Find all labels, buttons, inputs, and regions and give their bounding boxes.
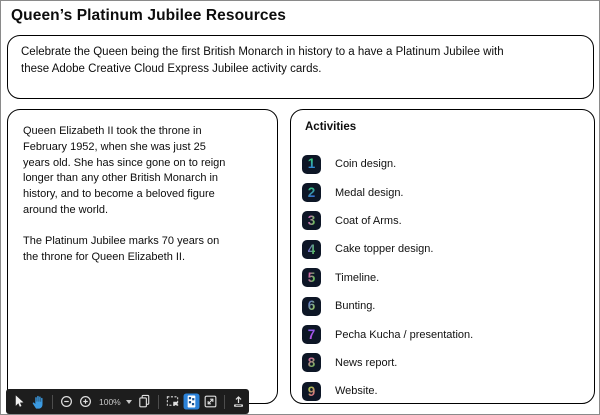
zoom-dropdown-caret-icon[interactable] bbox=[125, 399, 132, 404]
activity-number: 6 bbox=[307, 298, 316, 314]
zoom-in-button[interactable] bbox=[77, 392, 94, 411]
snapshot-icon bbox=[166, 396, 178, 406]
activity-row: 1 Coin design. bbox=[302, 150, 588, 178]
activities-list: 1 Coin design. 2 Medal design. 3 Coat of… bbox=[302, 150, 588, 406]
activity-row: 8 News report. bbox=[302, 349, 588, 377]
activity-label: Pecha Kucha / presentation. bbox=[335, 328, 474, 341]
activity-label: News report. bbox=[335, 356, 398, 369]
activity-label: Cake topper design. bbox=[335, 243, 434, 256]
copy-pages-button[interactable] bbox=[136, 392, 153, 411]
activity-row: 3 Coat of Arms. bbox=[302, 207, 588, 235]
activity-label: Website. bbox=[335, 385, 378, 398]
snapshot-button[interactable] bbox=[164, 392, 181, 411]
upload-button[interactable] bbox=[230, 392, 247, 411]
viewer-toolbar: 100% bbox=[6, 389, 249, 414]
activity-row: 7 Pecha Kucha / presentation. bbox=[302, 320, 588, 348]
toolbar-separator bbox=[157, 394, 159, 409]
page-title: Queen’s Platinum Jubilee Resources bbox=[11, 7, 287, 24]
activity-number: 5 bbox=[307, 270, 316, 285]
zoom-level-value[interactable]: 100% bbox=[99, 396, 121, 407]
activity-number-badge: 6 bbox=[302, 296, 321, 316]
page-view-icon bbox=[183, 393, 200, 410]
activity-row: 5 Timeline. bbox=[302, 264, 588, 292]
zoom-in-icon bbox=[80, 396, 91, 407]
activity-number: 7 bbox=[307, 326, 316, 342]
copy-pages-icon bbox=[139, 394, 150, 408]
activity-number-badge: 9 bbox=[302, 381, 321, 401]
pan-hand-icon bbox=[32, 395, 42, 409]
activity-number-badge: 7 bbox=[302, 325, 321, 345]
activity-label: Medal design. bbox=[335, 186, 404, 199]
activity-row: 9 Website. bbox=[302, 377, 588, 405]
activity-number-badge: 5 bbox=[302, 268, 321, 288]
activity-number: 4 bbox=[307, 241, 316, 257]
activity-number: 2 bbox=[307, 184, 316, 200]
toolbar-separator bbox=[52, 394, 53, 409]
toolbar-separator bbox=[223, 394, 225, 409]
zoom-out-icon bbox=[61, 396, 72, 407]
activity-number: 8 bbox=[307, 355, 316, 371]
activity-number: 1 bbox=[307, 156, 316, 172]
about-box: Queen Elizabeth II took the throne in Fe… bbox=[7, 109, 278, 404]
activity-number-badge: 1 bbox=[302, 154, 321, 174]
select-cursor-button[interactable] bbox=[11, 392, 28, 411]
activity-number-badge: 2 bbox=[302, 183, 321, 203]
activity-label: Coat of Arms. bbox=[335, 214, 402, 227]
activity-number-badge: 3 bbox=[302, 211, 321, 231]
activity-number-badge: 8 bbox=[302, 353, 321, 373]
activities-box: Activities 1 Coin design. 2 Medal design… bbox=[290, 109, 595, 404]
activity-label: Timeline. bbox=[335, 271, 380, 284]
about-paragraph-1: Queen Elizabeth II took the throne in Fe… bbox=[23, 125, 226, 217]
cursor-arrow-icon bbox=[15, 395, 24, 407]
about-paragraph-2: The Platinum Jubilee marks 70 years on t… bbox=[23, 234, 220, 263]
activity-label: Bunting. bbox=[335, 300, 376, 313]
activity-number: 9 bbox=[307, 383, 316, 399]
fullscreen-expand-icon bbox=[204, 395, 217, 408]
upload-icon bbox=[233, 396, 243, 407]
activity-row: 6 Bunting. bbox=[302, 292, 588, 320]
activity-label: Coin design. bbox=[335, 158, 397, 171]
zoom-out-button[interactable] bbox=[58, 392, 75, 411]
activity-number-badge: 4 bbox=[302, 239, 321, 259]
activity-row: 4 Cake topper design. bbox=[302, 235, 588, 263]
pan-hand-button[interactable] bbox=[30, 392, 47, 411]
activities-title: Activities bbox=[305, 121, 357, 133]
page-view-button[interactable] bbox=[183, 392, 200, 411]
activity-row: 2 Medal design. bbox=[302, 178, 588, 206]
fullscreen-button[interactable] bbox=[202, 392, 219, 411]
intro-text: Celebrate the Queen being the first Brit… bbox=[21, 46, 504, 76]
intro-box: Celebrate the Queen being the first Brit… bbox=[7, 35, 594, 99]
activity-number: 3 bbox=[307, 213, 316, 229]
